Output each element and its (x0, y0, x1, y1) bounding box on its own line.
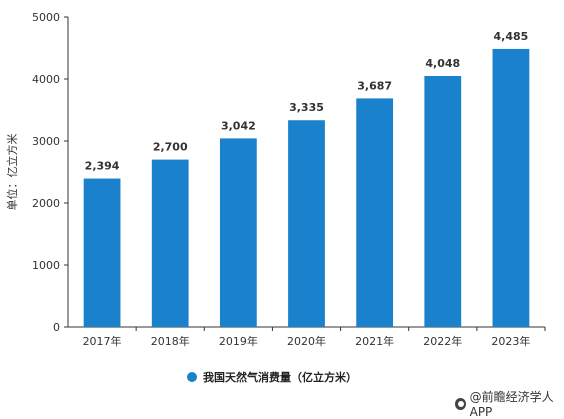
x-tick-label: 2018年 (151, 334, 190, 348)
y-tick-label: 3000 (32, 135, 60, 148)
x-tick-label: 2019年 (219, 334, 258, 348)
y-tick-label: 0 (53, 321, 60, 334)
legend-label: 我国天然气消费量（亿立方米） (203, 370, 357, 384)
source-icon (455, 397, 466, 410)
data-label: 3,335 (289, 101, 324, 114)
y-tick-label: 5000 (32, 11, 60, 24)
y-axis-label: 单位：亿立方米 (5, 134, 19, 211)
data-label: 4,048 (425, 57, 460, 70)
bar-2019年 (219, 138, 257, 327)
source-credit: @前瞻经济学人APP (455, 388, 564, 419)
x-tick-label: 2017年 (83, 334, 122, 348)
y-tick-label: 1000 (32, 259, 60, 272)
source-text: @前瞻经济学人APP (469, 390, 554, 419)
y-tick-label: 2000 (32, 197, 60, 210)
x-tick-label: 2021年 (355, 334, 394, 348)
data-label: 3,687 (357, 79, 392, 92)
x-axis: 2017年 2018年 2019年 2020年 2021年 2022年 2023年 (83, 327, 546, 348)
x-tick-label: 2020年 (287, 334, 326, 348)
bar-2017年 (83, 178, 121, 327)
y-tick-label: 4000 (32, 73, 60, 86)
bar-2023年 (492, 48, 530, 328)
bar-chart: 单位：亿立方米 0 1000 2000 3000 4000 5000 2,394 2,700… (5, 11, 546, 384)
x-tick-label: 2022年 (423, 334, 462, 348)
data-label: 2,394 (85, 160, 120, 173)
bar-2020年 (288, 120, 325, 327)
bar-2022年 (424, 76, 462, 327)
y-axis: 0 1000 2000 3000 4000 5000 (32, 11, 68, 334)
data-label: 3,042 (221, 119, 256, 132)
legend: 我国天然气消费量（亿立方米） (187, 370, 357, 384)
bars-group: 2,394 2,700 3,042 3,335 3,687 4,048 4,485 (83, 30, 530, 328)
legend-marker (187, 372, 197, 382)
bar-2018年 (151, 159, 189, 327)
data-label: 2,700 (153, 141, 188, 154)
x-tick-label: 2023年 (491, 334, 530, 348)
data-label: 4,485 (494, 30, 529, 43)
bar-2021年 (356, 98, 394, 327)
